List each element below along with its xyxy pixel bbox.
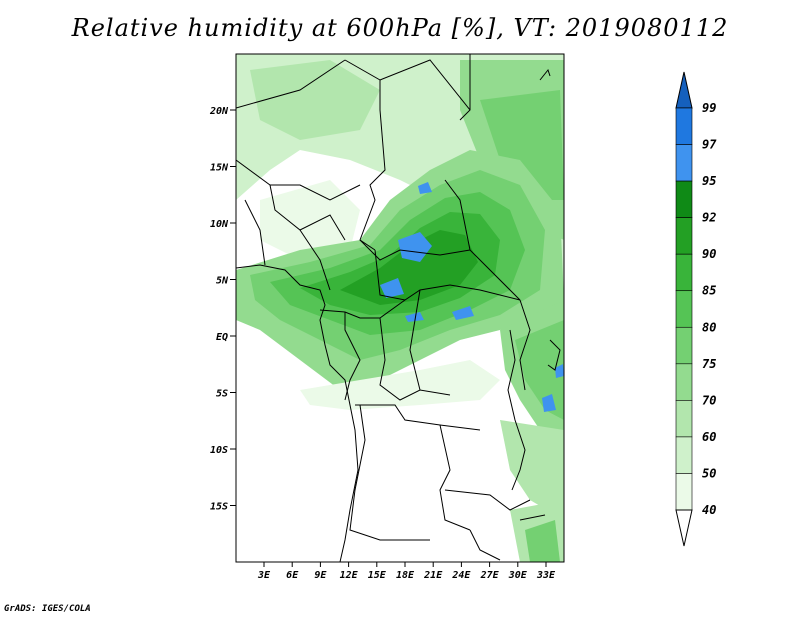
colorbar-label: 40 (702, 503, 716, 517)
country-borders (236, 54, 546, 561)
colorbar-box (675, 436, 693, 474)
lon-label: 18E (396, 570, 415, 581)
lon-label: 15E (368, 570, 387, 581)
lat-label: 5N (216, 276, 229, 287)
colorbar-label: 99 (702, 101, 716, 115)
grads-credit: GrADS: IGES/COLA (4, 604, 91, 614)
colorbar-box (675, 180, 693, 218)
lat-label: 10N (210, 219, 229, 230)
colorbar-box (675, 217, 693, 255)
colorbar-box (675, 253, 693, 292)
colorbar-label: 85 (702, 284, 716, 298)
lon-label: 30E (508, 570, 528, 581)
colorbar-box (675, 290, 693, 328)
latitude-axis: 20N 15N 10N 5N EQ 5S 10S 15S (209, 106, 236, 513)
longitude-axis: 3E 6E 9E 12E 15E 18E 21E 24E 27E 30E 33E (257, 562, 556, 581)
humidity-field (236, 54, 564, 562)
colorbar: 99 97 95 92 90 85 80 75 70 60 50 40 (675, 71, 717, 547)
colorbar-bottom-triangle (675, 509, 693, 547)
lon-label: 21E (423, 570, 443, 581)
colorbar-label: 95 (702, 174, 716, 188)
colorbar-box (675, 144, 693, 182)
plot-frame (235, 53, 565, 563)
lon-label: 3E (257, 570, 271, 581)
lon-label: 27E (480, 570, 500, 581)
lat-label: 15S (210, 502, 228, 513)
colorbar-box (675, 107, 693, 145)
colorbar-box (675, 473, 693, 511)
lat-label: 5S (216, 389, 228, 400)
lat-label: 20N (209, 106, 229, 117)
colorbar-box (675, 326, 693, 365)
lon-label: 9E (314, 570, 327, 581)
colorbar-label: 97 (702, 138, 717, 152)
colorbar-label: 60 (702, 430, 716, 444)
colorbar-label: 92 (702, 211, 716, 225)
colorbar-box (675, 400, 693, 438)
lat-label: EQ (216, 332, 228, 343)
coastline (236, 68, 561, 562)
lon-label: 6E (286, 570, 299, 581)
colorbar-label: 70 (702, 393, 716, 407)
lat-label: 10S (210, 445, 228, 456)
colorbar-label: 90 (702, 247, 716, 261)
colorbar-label: 75 (702, 357, 716, 371)
lon-label: 24E (451, 570, 471, 581)
colorbar-top-triangle (675, 71, 693, 109)
lat-label: 15N (210, 163, 229, 174)
map-title: Relative humidity at 600hPa [%], VT: 201… (71, 14, 729, 42)
lon-label: 33E (536, 570, 556, 581)
colorbar-box (675, 363, 693, 401)
colorbar-label: 80 (702, 320, 716, 334)
lon-label: 12E (340, 570, 359, 581)
colorbar-label: 50 (702, 466, 716, 480)
